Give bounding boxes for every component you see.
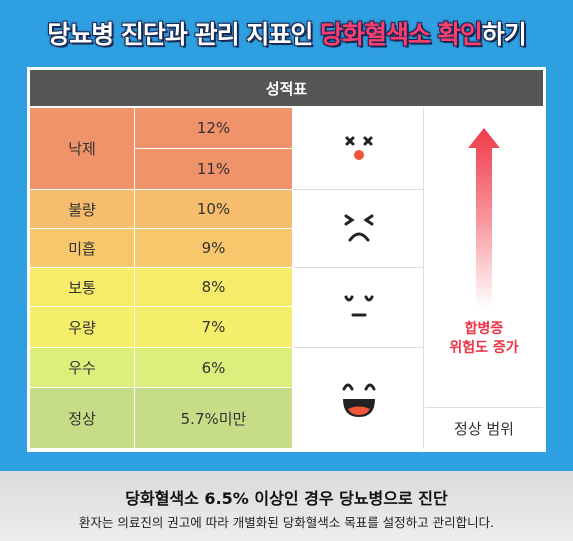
value-cell-6: 6% [135,348,293,388]
footer-main-text: 당화혈색소 6.5% 이상인 경우 당뇨병으로 진단 [125,489,448,508]
footer-sub-text: 환자는 의료진의 권고에 따라 개별화된 당화혈색소 목표를 설정하고 관리합니… [78,515,495,530]
grade-cell-poor: 불량 [30,190,135,229]
value-cell-normal: 5.7%미만 [135,388,293,449]
value-cell-7: 7% [135,307,293,348]
value-cell-12: 12% [135,108,293,149]
grade-cell-normal: 정상 [30,388,135,449]
risk-label: 합병증 위험도 증가 [425,320,543,358]
grade-cell-good: 우량 [30,307,135,348]
face-column [293,108,424,449]
risk-label-line2: 위험도 증가 [449,340,519,356]
normal-range-label: 정상 범위 [454,420,514,438]
grade-card: 성적표 낙제 불량 미흡 보통 우량 우수 정상 12% 11% 10% 9% … [27,67,546,452]
risk-column: 합병증 위험도 증가 [425,108,543,408]
grade-cell-excellent: 우수 [30,348,135,388]
face-cell-poor [293,190,424,268]
up-arrow-icon [468,128,500,308]
grade-cell-average: 보통 [30,268,135,307]
title-bar: 당뇨병 진단과 관리 지표인 당화혈색소 확인하기 [0,0,573,66]
value-cell-11: 11% [135,149,293,190]
title-highlight: 당화혈색소 확인 [320,20,483,49]
page-title: 당뇨병 진단과 관리 지표인 당화혈색소 확인하기 [47,15,527,51]
laughing-face-icon [342,383,375,417]
footer: 당화혈색소 6.5% 이상인 경우 당뇨병으로 진단 환자는 의료진의 권고에 … [0,471,573,541]
dizzy-face-icon [345,136,372,160]
risk-label-line1: 합병증 [464,321,504,337]
title-prefix: 당뇨병 진단과 관리 지표인 [47,20,321,49]
grade-cell-failing: 낙제 [30,108,135,190]
face-cell-excellent [293,348,424,449]
value-cell-10: 10% [135,190,293,229]
title-suffix: 하기 [481,20,527,49]
value-cell-8: 8% [135,268,293,307]
value-cell-9: 9% [135,229,293,268]
face-cell-failing [293,108,424,190]
grade-table: 낙제 불량 미흡 보통 우량 우수 정상 12% 11% 10% 9% 8% 7… [30,108,543,449]
neutral-face-icon [344,295,373,316]
face-cell-average [293,268,424,348]
card-header: 성적표 [30,70,543,106]
squint-frown-face-icon [344,214,373,241]
grade-cell-insufficient: 미흡 [30,229,135,268]
